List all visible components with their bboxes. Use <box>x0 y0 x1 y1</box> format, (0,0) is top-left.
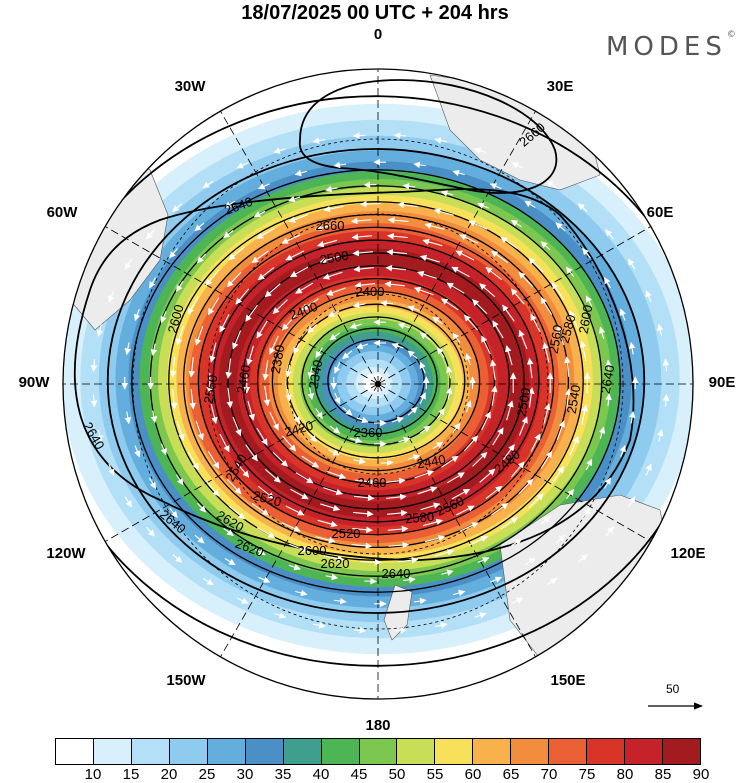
longitude-label: 0 <box>374 26 382 43</box>
wind-vector-arrow <box>361 204 381 205</box>
longitude-label: 60W <box>47 204 78 221</box>
colorbar-tick-label: 80 <box>617 766 634 783</box>
wind-vector-arrow <box>381 462 393 463</box>
contour-label: 2460 <box>358 475 387 490</box>
colorbar-tick-label: 60 <box>465 766 482 783</box>
wind-vector-arrow <box>361 562 381 563</box>
colorbar-swatch <box>549 739 587 764</box>
colorbar-swatch <box>94 739 132 764</box>
longitude-label: 30W <box>175 78 206 95</box>
colorbar-tick-label: 85 <box>655 766 672 783</box>
colorbar-tick-label: 30 <box>237 766 254 783</box>
colorbar-tick-label: 35 <box>275 766 292 783</box>
colorbar-tick-label: 65 <box>503 766 520 783</box>
colorbar-tick-label: 40 <box>313 766 330 783</box>
colorbar-swatch <box>322 739 360 764</box>
wind-vector-arrow <box>394 630 406 631</box>
wind-band <box>363 373 385 392</box>
longitude-label: 120W <box>46 545 85 562</box>
longitude-label: 150W <box>166 672 205 689</box>
colorbar-tick-label: 45 <box>351 766 368 783</box>
longitude-label: 30E <box>547 78 574 95</box>
colorbar-swatch <box>246 739 284 764</box>
colorbar-tick-label: 15 <box>123 766 140 783</box>
contour-label: 2520 <box>332 526 361 541</box>
contour-label: 2580 <box>405 509 435 526</box>
contour-label: 2400 <box>356 284 385 299</box>
wind-vector-arrow <box>354 135 366 136</box>
colorbar-tick-label: 50 <box>389 766 406 783</box>
colorbar <box>55 738 701 765</box>
colorbar-swatch <box>473 739 511 764</box>
colorbar-swatch <box>625 739 663 764</box>
colorbar-tick-label: 70 <box>541 766 558 783</box>
contour-label: 2660 <box>316 218 345 233</box>
wind-vector-arrow <box>394 135 406 136</box>
contour-label: 2640 <box>382 566 411 581</box>
south-pole-marker <box>375 381 381 387</box>
longitude-label: 120E <box>670 545 705 562</box>
longitude-label: 90W <box>19 374 50 391</box>
colorbar-swatch <box>170 739 208 764</box>
colorbar-tick-label: 20 <box>161 766 178 783</box>
wind-vector-arrow <box>354 630 366 631</box>
colorbar-tick-label: 55 <box>427 766 444 783</box>
colorbar-tick-label: 90 <box>693 766 710 783</box>
wind-vector-arrow <box>381 303 393 304</box>
colorbar-swatch <box>435 739 473 764</box>
colorbar-swatch <box>360 739 398 764</box>
contour-label: 2360 <box>354 425 383 440</box>
colorbar-tick-label: 25 <box>199 766 216 783</box>
colorbar-swatch <box>397 739 435 764</box>
colorbar-swatch <box>132 739 170 764</box>
colorbar-swatch <box>663 739 700 764</box>
colorbar-swatch <box>284 739 322 764</box>
longitude-label: 60E <box>647 204 674 221</box>
colorbar-tick-label: 10 <box>85 766 102 783</box>
reference-vector-value: 50 <box>666 682 679 696</box>
colorbar-tick-label: 75 <box>579 766 596 783</box>
longitude-label: 180 <box>365 717 390 734</box>
colorbar-swatch <box>587 739 625 764</box>
contour-label: 2620 <box>321 556 350 571</box>
longitude-label: 90E <box>709 374 736 391</box>
colorbar-swatch <box>56 739 94 764</box>
colorbar-swatch <box>511 739 549 764</box>
longitude-label: 150E <box>550 672 585 689</box>
colorbar-swatch <box>208 739 246 764</box>
